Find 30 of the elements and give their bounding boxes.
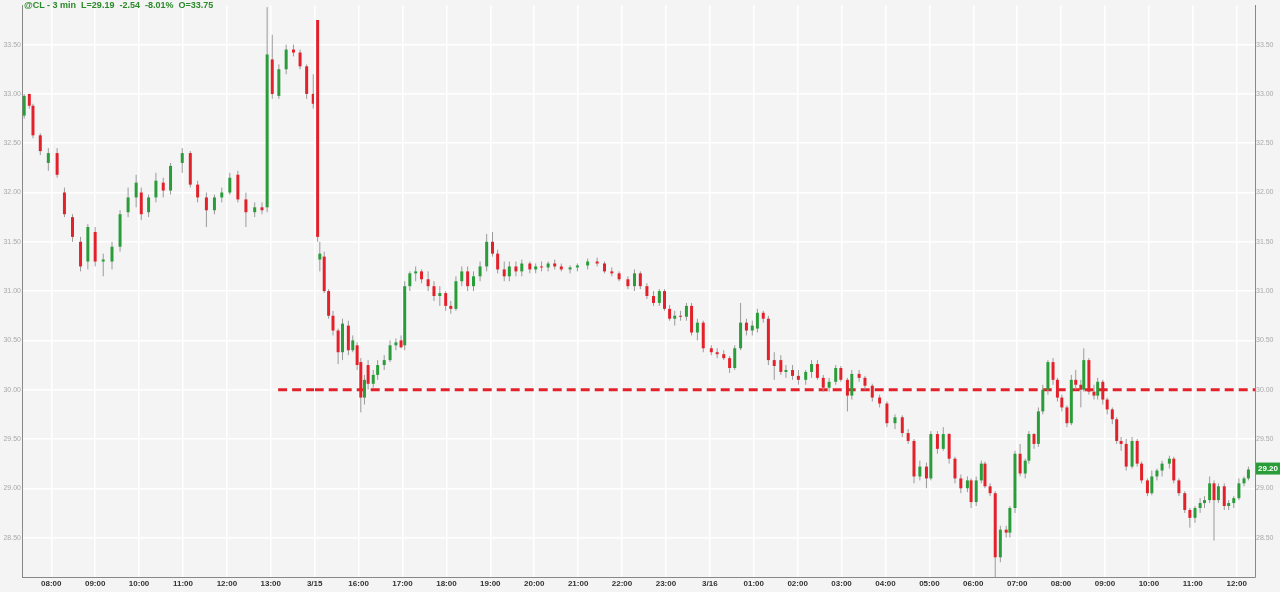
x-tick-label: 3/16 bbox=[702, 579, 719, 588]
x-tick-label: 16:00 bbox=[348, 579, 370, 588]
x-tick-label: 21:00 bbox=[567, 579, 589, 588]
x-tick-label: 11:00 bbox=[1182, 579, 1204, 588]
x-tick-label: 3/15 bbox=[306, 579, 324, 588]
x-tick-label: 22:00 bbox=[611, 579, 633, 588]
x-tick-label: 19:00 bbox=[480, 579, 502, 588]
x-tick-label: 12:00 bbox=[216, 579, 238, 588]
x-tick-label: 04:00 bbox=[875, 579, 897, 588]
x-tick-label: 09:00 bbox=[1094, 579, 1116, 588]
x-tick-label: 20:00 bbox=[523, 579, 545, 588]
x-tick-label: 06:00 bbox=[963, 579, 985, 588]
x-tick-label: 18:00 bbox=[436, 579, 458, 588]
chart-title: @CL - 3 min L=29.19 -2.54 -8.01% O=33.75 bbox=[24, 0, 214, 10]
x-tick-label: 23:00 bbox=[655, 579, 677, 588]
x-tick-label: 07:00 bbox=[1006, 579, 1028, 588]
x-tick-label: 12:00 bbox=[1226, 579, 1248, 588]
x-tick-label: 10:00 bbox=[128, 579, 150, 588]
x-tick-label: 02:00 bbox=[787, 579, 809, 588]
x-tick-label: 05:00 bbox=[919, 579, 941, 588]
x-tick-label: 10:00 bbox=[1138, 579, 1160, 588]
x-tick-label: 17:00 bbox=[392, 579, 414, 588]
x-tick-label: 08:00 bbox=[41, 579, 63, 588]
x-tick-label: 11:00 bbox=[172, 579, 194, 588]
x-tick-label: 09:00 bbox=[84, 579, 106, 588]
x-tick-label: 03:00 bbox=[831, 579, 853, 588]
x-tick-label: 01:00 bbox=[743, 579, 765, 588]
annotation: 29.20 bbox=[1258, 463, 1279, 473]
x-tick-label: 13:00 bbox=[260, 579, 282, 588]
x-tick-label: 08:00 bbox=[1050, 579, 1072, 588]
